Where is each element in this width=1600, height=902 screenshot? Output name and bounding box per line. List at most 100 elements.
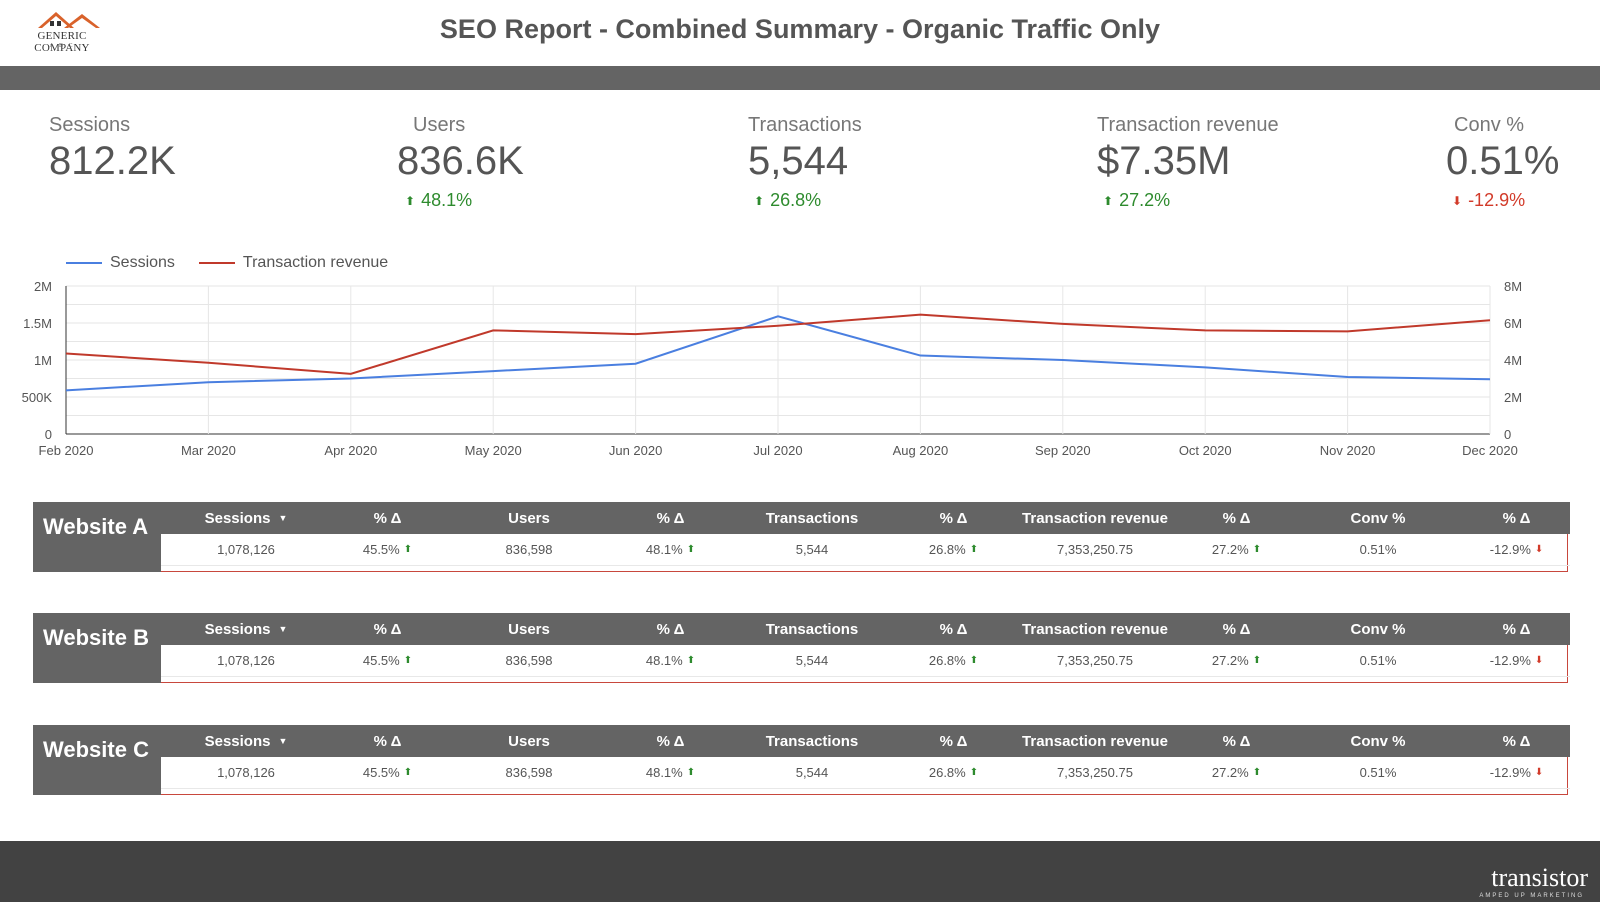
column-header[interactable]: % Δ [1463, 502, 1570, 534]
y-right-tick-label: 2M [1504, 390, 1522, 405]
table-row: 1,078,126 45.5% ⬆ 836,598 48.1% ⬆ 5,544 26.8% ⬆ 7… [161, 757, 1570, 789]
column-header-label: Users [508, 509, 550, 527]
column-header[interactable]: % Δ [1180, 725, 1293, 757]
column-header[interactable]: % Δ [1463, 613, 1570, 645]
column-header[interactable]: % Δ [897, 725, 1010, 757]
table-row: 1,078,126 45.5% ⬆ 836,598 48.1% ⬆ 5,544 26.8% ⬆ 7… [161, 645, 1570, 677]
table-cell: 48.1% ⬆ [614, 645, 727, 676]
site-name: Website A [33, 502, 161, 572]
column-header-label: % Δ [1502, 732, 1531, 750]
column-header[interactable]: Transaction revenue [1010, 502, 1180, 534]
column-header-label: % Δ [1222, 732, 1251, 750]
legend-label: Transaction revenue [242, 254, 389, 271]
y-left-tick-label: 1.5M [23, 316, 52, 331]
table-cell: 1,078,126 [161, 534, 331, 565]
column-header-label: Users [508, 732, 550, 750]
column-header[interactable]: % Δ [331, 502, 444, 534]
arrow-up-icon: ⬆ [1252, 544, 1262, 555]
transistor-logo[interactable]: transistor [1491, 863, 1588, 892]
column-header[interactable]: % Δ [1463, 725, 1570, 757]
cell-value: 5,544 [795, 653, 829, 668]
kpi-delta: ⬇ -12.9% [1446, 190, 1559, 211]
column-header-label: Transaction revenue [1022, 732, 1168, 750]
legend-label: Sessions [110, 254, 175, 271]
cell-value: 48.1% [645, 542, 683, 557]
column-header[interactable]: Users [444, 502, 614, 534]
column-header[interactable]: % Δ [614, 502, 727, 534]
company-logo[interactable]: GENERIC COMPANY A B C [10, 8, 114, 54]
cell-value: 7,353,250.75 [1057, 653, 1133, 668]
kpi-label: Conv % [1454, 114, 1525, 136]
cell-value: 836,598 [505, 765, 553, 780]
arrow-up-icon: ⬆ [1252, 767, 1262, 778]
cell-value: 1,078,126 [217, 542, 275, 557]
column-header-label: % Δ [373, 620, 402, 638]
cell-value: 26.8% [928, 653, 966, 668]
table-cell: -12.9% ⬇ [1463, 534, 1570, 565]
table-header: Sessions ▼ % Δ Users % Δ Transactions % Δ Trans… [161, 502, 1570, 534]
legend-item-sessions[interactable]: Sessions [66, 254, 175, 272]
table-row: 1,078,126 45.5% ⬆ 836,598 48.1% ⬆ 5,544 26.8% ⬆ 7… [161, 534, 1570, 566]
sessions-revenue-line-chart[interactable]: 0 500K 1M 1.5M 2M 0 2M 4M 6M 8M Feb 2020 Mar 2020 Ap… [0, 280, 1600, 470]
column-header-label: % Δ [939, 620, 968, 638]
column-header[interactable]: Users [444, 725, 614, 757]
sort-desc-icon[interactable]: ▼ [278, 624, 288, 634]
column-header[interactable]: Sessions ▼ [161, 613, 331, 645]
kpi-users[interactable]: Users 836.6K ⬆ 48.1% [397, 114, 524, 211]
column-header[interactable]: % Δ [1180, 502, 1293, 534]
cell-value: 27.2% [1211, 765, 1249, 780]
x-tick-label: Feb 2020 [39, 443, 94, 458]
column-header[interactable]: % Δ [331, 725, 444, 757]
sort-desc-icon[interactable]: ▼ [278, 736, 288, 746]
column-header-label: Conv % [1350, 732, 1406, 750]
column-header[interactable]: % Δ [331, 613, 444, 645]
column-header[interactable]: Conv % [1293, 502, 1463, 534]
column-header[interactable]: % Δ [614, 725, 727, 757]
x-tick-label: Sep 2020 [1035, 443, 1091, 458]
table-cell: 836,598 [444, 534, 614, 565]
table-cell: 836,598 [444, 645, 614, 676]
chart-legend: Sessions Transaction revenue [66, 254, 388, 272]
arrow-up-icon: ⬆ [686, 767, 696, 778]
kpi-value: 5,544 [748, 139, 849, 183]
x-tick-label: Jul 2020 [753, 443, 802, 458]
column-header[interactable]: % Δ [614, 613, 727, 645]
column-header-label: Transactions [765, 620, 859, 638]
column-header[interactable]: Users [444, 613, 614, 645]
kpi-sessions[interactable]: Sessions 812.2K [49, 114, 176, 184]
column-header[interactable]: Conv % [1293, 613, 1463, 645]
column-header[interactable]: % Δ [897, 613, 1010, 645]
transistor-tagline: AMPED UP MARKETING [1479, 893, 1584, 899]
sort-desc-icon[interactable]: ▼ [278, 513, 288, 523]
table-cell: 48.1% ⬆ [614, 757, 727, 788]
kpi-conv[interactable]: Conv % 0.51% ⬇ -12.9% [1446, 114, 1559, 211]
cell-value: 27.2% [1211, 542, 1249, 557]
kpi-transactions[interactable]: Transactions 5,544 ⬆ 26.8% [748, 114, 862, 211]
cell-value: -12.9% [1489, 653, 1531, 668]
table-cell: 1,078,126 [161, 757, 331, 788]
legend-item-revenue[interactable]: Transaction revenue [198, 254, 389, 272]
cell-value: 48.1% [645, 653, 683, 668]
table-cell: 5,544 [727, 757, 897, 788]
column-header[interactable]: Conv % [1293, 725, 1463, 757]
column-header[interactable]: Transaction revenue [1010, 725, 1180, 757]
column-header[interactable]: Transactions [727, 502, 897, 534]
arrow-up-icon: ⬆ [969, 767, 979, 778]
column-header[interactable]: Sessions ▼ [161, 725, 331, 757]
column-header[interactable]: % Δ [1180, 613, 1293, 645]
kpi-delta-value: 48.1% [421, 190, 473, 210]
column-header[interactable]: Sessions ▼ [161, 502, 331, 534]
column-header-label: % Δ [939, 732, 968, 750]
table-cell: 26.8% ⬆ [897, 534, 1010, 565]
x-tick-label: May 2020 [465, 443, 522, 458]
column-header[interactable]: % Δ [897, 502, 1010, 534]
column-header[interactable]: Transaction revenue [1010, 613, 1180, 645]
column-header[interactable]: Transactions [727, 725, 897, 757]
arrow-up-icon: ⬆ [403, 544, 413, 555]
kpi-revenue[interactable]: Transaction revenue $7.35M ⬆ 27.2% [1097, 114, 1279, 211]
table-cell: 836,598 [444, 757, 614, 788]
column-header[interactable]: Transactions [727, 613, 897, 645]
y-right-tick-label: 6M [1504, 316, 1522, 331]
kpi-label: Sessions [49, 114, 131, 136]
